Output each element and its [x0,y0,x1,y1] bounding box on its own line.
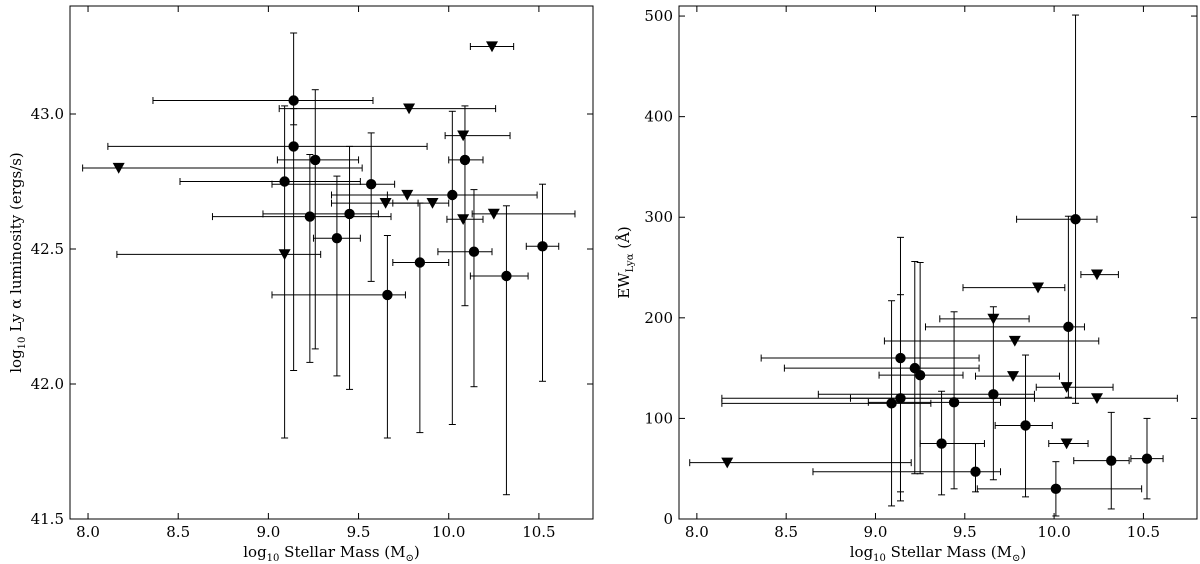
y-axis-label: EWLyα (Å) [615,226,636,299]
detection-point [936,438,947,449]
upper-limit-marker [403,103,416,115]
y-axis-label: log10 Ly α luminosity (ergs/s) [7,152,28,373]
detection-point [279,176,290,187]
x-axis-label: log10 Stellar Mass (M⊙) [243,543,420,564]
detection-point [304,211,316,222]
y-tick-label: 200 [644,309,673,327]
detection-point [948,397,960,408]
detection-point [344,208,355,220]
y-tick-label: 42.0 [31,375,64,393]
detection-point [459,154,471,166]
detection-point [970,466,981,477]
x-axis-label: log10 Stellar Mass (M⊙) [850,543,1027,564]
x-tick-label: 9.0 [864,523,888,541]
detection-point [988,389,999,400]
upper-limit-marker [401,189,414,201]
y-tick-label: 41.5 [31,510,64,528]
detection-point [288,141,299,152]
upper-limit-marker [1007,371,1020,382]
x-tick-label: 10.5 [1127,523,1160,541]
detection-point [331,233,343,244]
upper-limit-marker [379,198,392,209]
plot-frame [678,5,1198,520]
upper-limit-marker [457,214,470,225]
upper-limit-marker [112,162,125,174]
x-tick-label: 10.0 [1037,523,1070,541]
detection-point [1070,214,1081,225]
plot-frame [69,5,594,520]
y-tick-label: 42.5 [31,240,64,258]
upper-limit-marker [987,313,1000,325]
x-axis-label-text: Stellar Mass (M [279,543,405,561]
detection-point [468,246,480,257]
detection-point [365,179,377,190]
y-tick-label: 300 [644,208,673,226]
upper-limit-marker [278,249,291,261]
y-axis-label-main: log [7,349,25,373]
equivalent-width-panel: 8.0 8.5 9.0 9.5 10.0 10.5 0 100 200 300 400 500 log1… [615,5,1198,564]
x-axis-label-sun: ⊙ [406,553,414,564]
x-axis-label-sub: 10 [873,553,886,564]
y-tick-label: 100 [644,409,673,427]
y-axis-label-sub: 10 [17,337,28,350]
detection-point [447,189,458,201]
detection-point [886,398,897,409]
x-axis-label-log: log [850,543,874,561]
detection-point [382,289,393,301]
x-tick-label: 8.0 [76,523,100,541]
detection-point [1106,455,1117,466]
y-tick-label: 43.0 [31,105,64,123]
y-axis-label-text: (Å) [615,226,633,253]
x-tick-label: 9.0 [256,523,280,541]
x-tick-label: 8.0 [685,523,709,541]
x-tick-label: 9.5 [347,523,371,541]
x-tick-label: 10.5 [522,523,555,541]
upper-limit-marker [1008,335,1021,347]
upper-limit-marker [487,208,500,220]
y-axis-label-sub: Lyα [625,253,636,272]
detection-point [310,154,321,166]
detection-point [909,362,920,374]
upper-limit-marker [426,198,439,209]
upper-limit-marker [721,457,734,469]
x-axis-label-sun: ⊙ [1012,553,1020,564]
luminosity-panel: 8.0 8.5 9.0 9.5 10.0 10.541.542.042.543.0log1… [7,5,594,564]
detection-point [288,95,299,106]
upper-limit-marker [1090,269,1103,281]
x-axis-label-sub: 10 [267,553,280,564]
detection-point [1020,420,1031,431]
detection-point [414,257,426,268]
x-tick-label: 9.5 [953,523,977,541]
detection-point [1063,321,1074,333]
detection-point [537,241,548,252]
x-axis-label-close: ) [414,543,420,561]
x-tick-label: 8.5 [166,523,190,541]
y-axis-label-main: EW [615,272,633,299]
upper-limit-marker [457,130,470,142]
y-tick-label: 400 [644,108,673,126]
x-axis-label-close: ) [1020,543,1026,561]
y-axis-label-text: Ly α luminosity (ergs/s) [7,152,25,336]
upper-limit-marker [1060,382,1073,393]
detection-point [501,270,512,282]
x-tick-label: 10.0 [432,523,465,541]
detection-point [914,369,926,381]
upper-limit-marker [1032,282,1045,294]
y-tick-label: 0 [663,510,673,528]
x-axis-label-text: Stellar Mass (M [886,543,1012,561]
detection-point [1141,453,1153,464]
upper-limit-marker [1060,438,1073,450]
upper-limit-marker [1090,393,1103,404]
detection-point [1050,483,1062,495]
x-tick-label: 8.5 [774,523,798,541]
x-axis-label-log: log [243,543,267,561]
y-tick-label: 500 [644,7,673,25]
upper-limit-marker [486,41,499,53]
